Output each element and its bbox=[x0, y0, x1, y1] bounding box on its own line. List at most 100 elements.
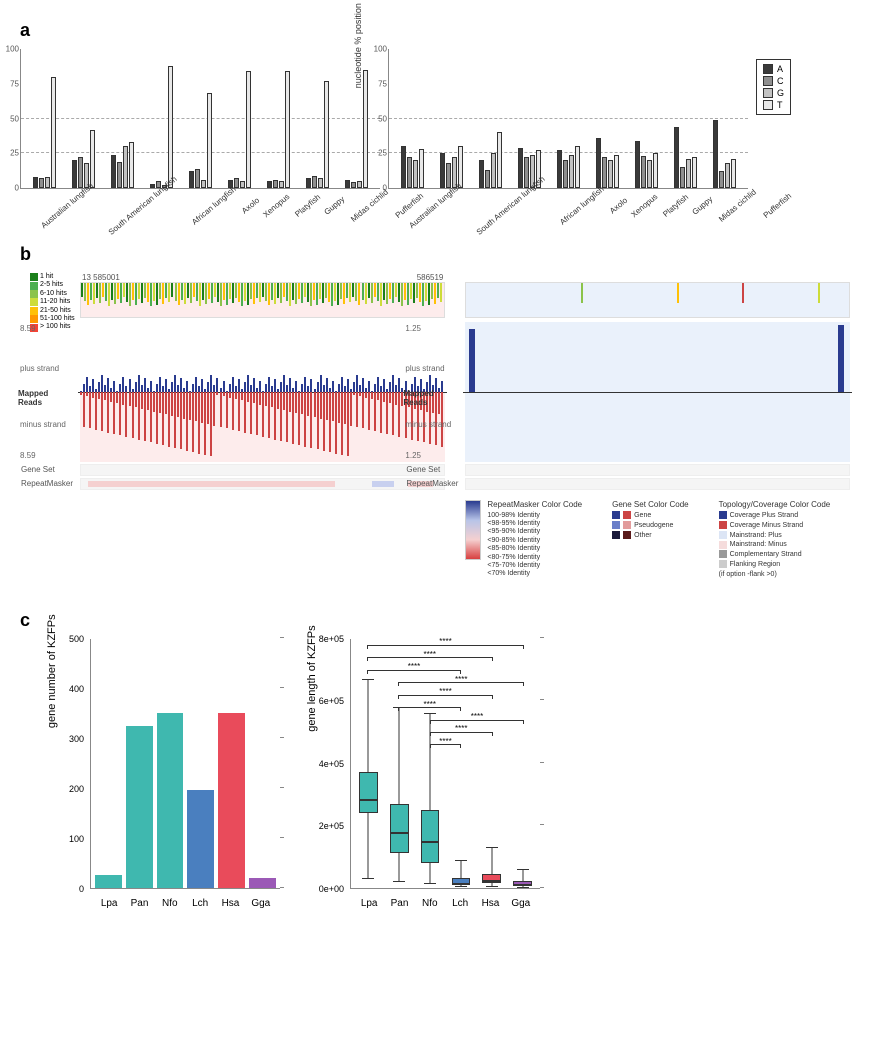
kzfp-bar bbox=[218, 713, 245, 887]
plus-label-right: plus strand bbox=[405, 364, 444, 373]
stripe-track-right bbox=[465, 282, 850, 318]
mapped-label-right: Mapped Reads bbox=[403, 389, 433, 407]
x-labels-right: Australian lungfishSouth American lungfi… bbox=[388, 193, 748, 214]
repeat-row-right: RepeatMasker bbox=[465, 478, 850, 490]
panel-c-row: gene number of KZFPs 0100200300400500 Lp… bbox=[50, 639, 850, 919]
gene-row-right: Gene Set bbox=[465, 464, 850, 476]
hits-legend-row: > 100 hits bbox=[30, 323, 75, 331]
repeat-row-left: RepeatMasker bbox=[80, 478, 445, 490]
bar bbox=[731, 159, 736, 188]
minus-label-right: minus strand bbox=[405, 420, 451, 429]
bar bbox=[575, 146, 580, 188]
bar bbox=[351, 182, 356, 188]
c1-axis-box bbox=[90, 639, 280, 889]
yval-bot-left: 8.59 bbox=[20, 451, 36, 460]
bar bbox=[312, 176, 317, 189]
legend-row: G bbox=[763, 88, 784, 98]
bar bbox=[563, 160, 568, 188]
coord-end: 586519 bbox=[417, 273, 444, 282]
chart-c1: gene number of KZFPs 0100200300400500 Lp… bbox=[50, 639, 280, 919]
bar bbox=[692, 157, 697, 188]
x-label: Pufferfish bbox=[754, 182, 793, 220]
bar bbox=[647, 160, 652, 188]
hits-legend-row: 21-50 hits bbox=[30, 307, 75, 315]
x-label: Guppy bbox=[683, 185, 715, 216]
repeat-row-label-right: RepeatMasker bbox=[406, 479, 458, 488]
bar bbox=[318, 178, 323, 188]
chart-a-left: 0255075100 bbox=[20, 49, 380, 189]
kzfp-bar bbox=[126, 726, 153, 888]
hits-legend-row: 51-100 hits bbox=[30, 315, 75, 323]
bar bbox=[680, 167, 685, 188]
c2-boxes bbox=[351, 639, 540, 888]
kzfp-bar bbox=[187, 790, 214, 887]
hits-legend: 1 hit2-5 hits6-10 hits11-20 hits21-50 hi… bbox=[30, 273, 75, 332]
panel-b-row: 1 hit2-5 hits6-10 hits11-20 hits21-50 hi… bbox=[20, 273, 850, 580]
c1-y-ticks: 0100200300400500 bbox=[50, 639, 88, 889]
legend-acgt: ACGT bbox=[756, 59, 791, 115]
panel-a-label: a bbox=[20, 20, 850, 41]
bar bbox=[674, 127, 679, 188]
kzfp-bar bbox=[95, 875, 122, 887]
bar bbox=[686, 159, 691, 188]
legend-row: T bbox=[763, 100, 784, 110]
chart-a-left-wrap: nucleotide % position 1 0255075100 Austr… bbox=[20, 49, 380, 214]
bar bbox=[195, 169, 200, 188]
bar bbox=[719, 171, 724, 188]
chart-a-right-wrap: nucleotide % position 10 0255075100 Aust… bbox=[388, 49, 748, 214]
hits-legend-row: 6-10 hits bbox=[30, 290, 75, 298]
gene-row-left: Gene Set bbox=[80, 464, 445, 476]
bar bbox=[324, 81, 329, 188]
bar bbox=[569, 155, 574, 188]
bar bbox=[129, 142, 134, 188]
yval-bot-right: 1.25 bbox=[405, 451, 421, 460]
panel-b-label: b bbox=[20, 244, 850, 265]
repeat-seg-1 bbox=[88, 481, 335, 487]
bar bbox=[207, 93, 212, 188]
minus-label-left: minus strand bbox=[20, 420, 66, 429]
bar bbox=[479, 160, 484, 188]
mapped-label-left: Mapped Reads bbox=[18, 389, 48, 407]
bar bbox=[557, 150, 562, 188]
bar bbox=[246, 71, 251, 188]
legend-row: A bbox=[763, 64, 784, 74]
bar bbox=[117, 162, 122, 188]
hits-legend-row: 1 hit bbox=[30, 273, 75, 281]
bar bbox=[458, 146, 463, 188]
bar bbox=[485, 170, 490, 188]
c2-y-ticks: 0e+002e+054e+056e+058e+05 bbox=[310, 639, 348, 889]
panel-a-charts: nucleotide % position 1 0255075100 Austr… bbox=[20, 49, 850, 214]
c2-axis-box: ************************************ bbox=[350, 639, 540, 889]
reads-track-left: 8.59 plus strand Mapped Reads minus stra… bbox=[80, 322, 445, 462]
bar bbox=[401, 146, 406, 188]
bar bbox=[602, 157, 607, 188]
panel-a: a nucleotide % position 1 0255075100 Aus… bbox=[20, 20, 850, 214]
yval-top-right: 1.25 bbox=[405, 324, 421, 333]
bar bbox=[33, 177, 38, 188]
c1-x-labels: LpaPanNfoLchHsaGga bbox=[90, 898, 280, 909]
bar bbox=[345, 180, 350, 188]
legend-row: C bbox=[763, 76, 784, 86]
y-axis-label-right: nucleotide % position 10 bbox=[353, 0, 363, 88]
bar bbox=[419, 149, 424, 188]
bar bbox=[285, 71, 290, 188]
bar bbox=[713, 120, 718, 188]
bar bbox=[357, 181, 362, 188]
color-codes: RepeatMasker Color Code100-98% Identity<… bbox=[465, 500, 850, 580]
yval-top-left: 8.59 bbox=[20, 324, 36, 333]
bar bbox=[234, 178, 239, 188]
bar bbox=[608, 160, 613, 188]
bar bbox=[497, 132, 502, 188]
hits-legend-row: 2-5 hits bbox=[30, 281, 75, 289]
track-col-left: 1 hit2-5 hits6-10 hits11-20 hits21-50 hi… bbox=[80, 273, 445, 580]
bar bbox=[51, 77, 56, 188]
c1-bars bbox=[91, 639, 280, 888]
bar bbox=[90, 130, 95, 188]
kzfp-bar bbox=[249, 878, 276, 888]
panel-c-label: c bbox=[20, 610, 850, 631]
bar bbox=[653, 153, 658, 188]
coord-labels: 13 585001 586519 bbox=[80, 273, 445, 282]
bar bbox=[39, 178, 44, 188]
bar bbox=[201, 180, 206, 188]
repeat-seg-2 bbox=[372, 481, 394, 487]
